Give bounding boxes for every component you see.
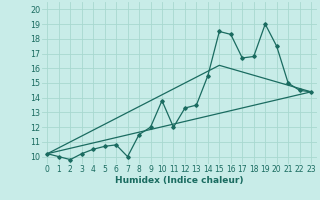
X-axis label: Humidex (Indice chaleur): Humidex (Indice chaleur) [115, 176, 244, 185]
